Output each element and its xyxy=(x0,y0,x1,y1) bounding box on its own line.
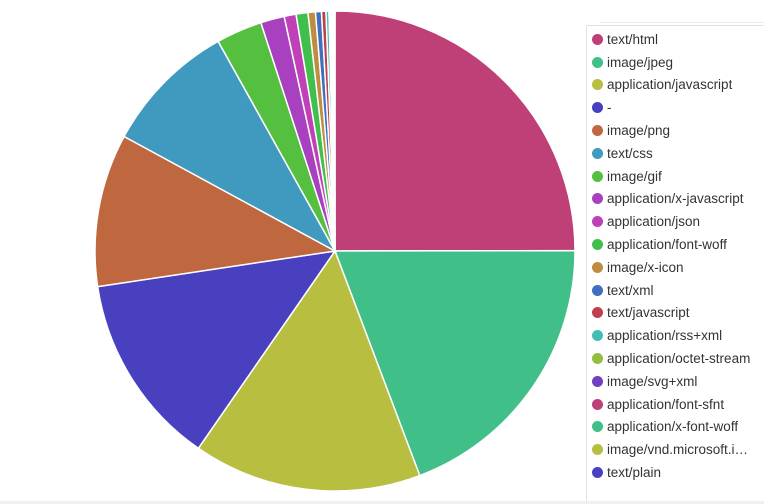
legend-item[interactable]: image/png xyxy=(592,119,764,142)
pie-chart xyxy=(94,10,576,492)
legend-label: application/font-woff xyxy=(607,237,727,253)
legend-label: application/octet-stream xyxy=(607,351,751,367)
legend-item[interactable]: image/jpeg xyxy=(592,51,764,74)
pie-slice-20[interactable] xyxy=(333,10,336,252)
legend-swatch-icon xyxy=(592,193,603,205)
legend-item[interactable]: text/css xyxy=(592,142,764,165)
legend-label: text/plain xyxy=(607,465,662,481)
legend-swatch-icon xyxy=(592,147,603,159)
legend-swatch-icon xyxy=(592,261,603,273)
legend-swatch-icon xyxy=(592,56,603,68)
legend-item[interactable]: application/rss+xml xyxy=(592,324,764,347)
legend-swatch-icon xyxy=(592,33,603,45)
legend-swatch-icon xyxy=(592,79,603,91)
legend-swatch-icon xyxy=(592,375,603,387)
bottom-scroll-edge xyxy=(0,501,764,504)
legend-swatch-icon xyxy=(592,125,603,137)
legend-item[interactable]: text/html xyxy=(592,28,764,51)
legend-swatch-icon xyxy=(592,353,603,365)
legend-label: text/javascript xyxy=(607,305,690,321)
pie-slice-6[interactable] xyxy=(123,40,337,253)
top-divider xyxy=(600,0,764,23)
pie-slice-2[interactable] xyxy=(333,249,576,477)
legend-item[interactable]: application/octet-stream xyxy=(592,347,764,370)
legend-swatch-icon xyxy=(592,444,603,456)
legend-swatch-icon xyxy=(592,330,603,342)
legend-label: application/javascript xyxy=(607,77,733,93)
legend-label: application/x-font-woff xyxy=(607,419,739,435)
pie-slice-3[interactable] xyxy=(197,249,421,492)
legend-swatch-icon xyxy=(592,421,603,433)
legend-item[interactable]: image/svg+xml xyxy=(592,370,764,393)
legend-label: application/rss+xml xyxy=(607,328,723,344)
legend-label: image/svg+xml xyxy=(607,373,698,389)
legend-item[interactable]: application/json xyxy=(592,210,764,233)
legend-swatch-icon xyxy=(592,307,603,319)
chart-legend: text/html image/jpeg application/javascrip… xyxy=(586,25,764,504)
legend-label: text/css xyxy=(607,145,653,161)
legend-item[interactable]: text/plain xyxy=(592,461,764,484)
legend-label: image/x-icon xyxy=(607,259,684,275)
legend-label: text/xml xyxy=(607,282,654,298)
legend-label: application/x-javascript xyxy=(607,191,744,207)
legend-label: image/jpeg xyxy=(607,54,674,70)
legend-label: - xyxy=(607,100,612,116)
legend-item[interactable]: application/x-javascript xyxy=(592,188,764,211)
legend-item[interactable]: application/x-font-woff xyxy=(592,416,764,439)
legend-item[interactable]: text/xml xyxy=(592,279,764,302)
legend-label: image/gif xyxy=(607,168,662,184)
legend-label: image/png xyxy=(607,123,671,139)
legend-item[interactable]: application/font-sfnt xyxy=(592,393,764,416)
legend-label: application/json xyxy=(607,214,701,230)
legend-swatch-icon xyxy=(592,170,603,182)
legend-item[interactable]: image/vnd.microsoft.i… xyxy=(592,438,764,461)
legend-item[interactable]: application/javascript xyxy=(592,74,764,97)
legend-swatch-icon xyxy=(592,398,603,410)
pie-slice-4[interactable] xyxy=(96,250,337,450)
pie-slice-1[interactable] xyxy=(334,10,576,252)
legend-item[interactable]: image/gif xyxy=(592,165,764,188)
legend-swatch-icon xyxy=(592,467,603,479)
legend-item[interactable]: image/x-icon xyxy=(592,256,764,279)
pie-slice-5[interactable] xyxy=(94,135,338,288)
legend-swatch-icon xyxy=(592,102,603,114)
legend-item[interactable]: text/javascript xyxy=(592,302,764,325)
legend-swatch-icon xyxy=(592,239,603,251)
legend-label: text/html xyxy=(607,31,659,47)
legend-label: image/vnd.microsoft.i… xyxy=(607,442,749,458)
legend-swatch-icon xyxy=(592,216,603,228)
legend-label: application/font-sfnt xyxy=(607,396,725,412)
legend-swatch-icon xyxy=(592,284,603,296)
legend-item[interactable]: application/font-woff xyxy=(592,233,764,256)
legend-item[interactable]: - xyxy=(592,96,764,119)
